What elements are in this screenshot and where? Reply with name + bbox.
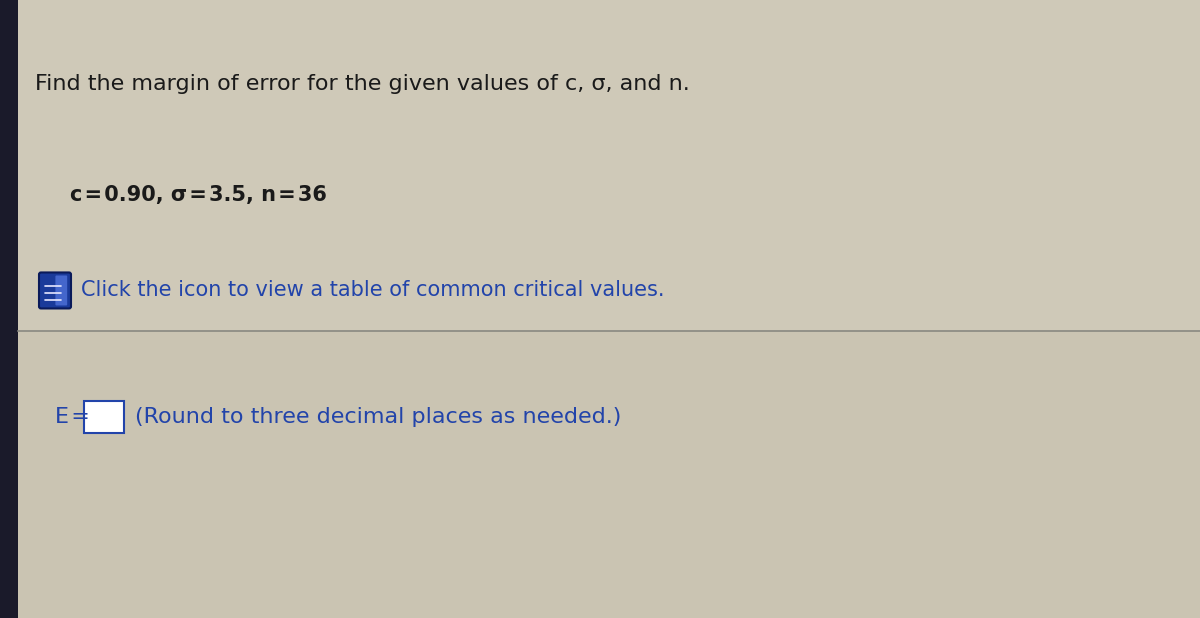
Text: Click the icon to view a table of common critical values.: Click the icon to view a table of common…	[82, 281, 665, 300]
Bar	[0, 0, 18, 618]
FancyBboxPatch shape	[55, 276, 67, 305]
Text: E =: E =	[55, 407, 90, 427]
FancyBboxPatch shape	[38, 273, 71, 308]
Text: c = 0.90, σ = 3.5, n = 36: c = 0.90, σ = 3.5, n = 36	[70, 185, 326, 205]
FancyBboxPatch shape	[84, 401, 124, 433]
Text: Find the margin of error for the given values of c, σ, and n.: Find the margin of error for the given v…	[35, 74, 690, 94]
Text: (Round to three decimal places as needed.): (Round to three decimal places as needed…	[134, 407, 622, 427]
Bar	[18, 331, 1200, 618]
